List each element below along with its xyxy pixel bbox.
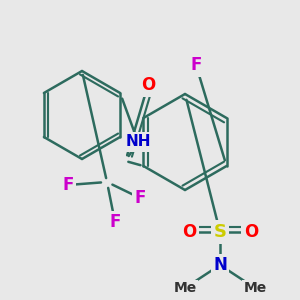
- Text: O: O: [182, 223, 196, 241]
- Text: F: F: [134, 189, 146, 207]
- Text: F: F: [62, 176, 74, 194]
- Text: S: S: [214, 223, 226, 241]
- Text: O: O: [244, 223, 258, 241]
- Text: F: F: [190, 56, 202, 74]
- Text: Me: Me: [243, 281, 267, 295]
- Text: Me: Me: [173, 281, 196, 295]
- Text: NH: NH: [125, 134, 151, 149]
- Text: O: O: [141, 76, 155, 94]
- Text: F: F: [109, 213, 121, 231]
- Text: N: N: [213, 256, 227, 274]
